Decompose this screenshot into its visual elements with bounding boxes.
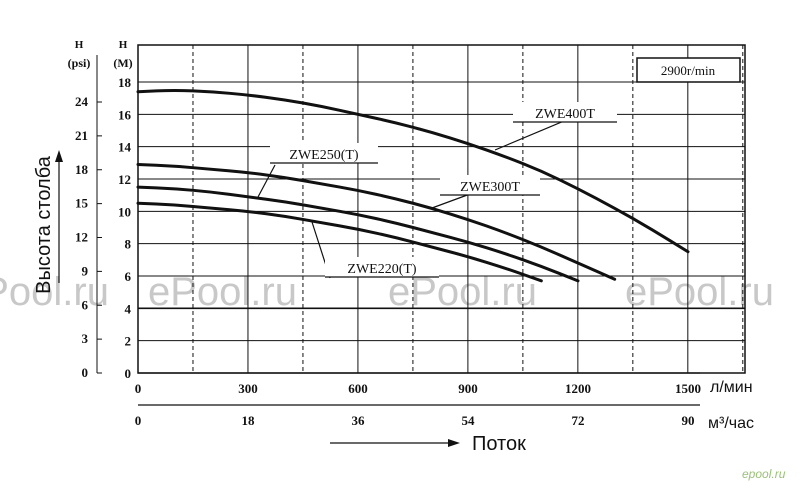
psi-tick-label: 18 [75, 162, 89, 177]
m-axis-header: H [119, 39, 128, 51]
series-label-bg [440, 175, 540, 195]
psi-tick-label: 3 [82, 331, 89, 346]
x-axis-m3h-unit: м³/час [708, 415, 754, 432]
x-tick-label-lmin: 900 [458, 381, 478, 396]
series-label-bg [513, 102, 617, 122]
m-tick-label: 0 [125, 366, 132, 381]
series-label-bg [270, 143, 378, 163]
psi-tick-label: 0 [82, 365, 89, 380]
m-tick-label: 16 [118, 107, 132, 122]
m-tick-label: 18 [118, 75, 132, 90]
watermark-text: ePool.ru [0, 270, 109, 314]
x-axis-title: Поток [472, 433, 526, 455]
watermark-text: ePool.ru [625, 270, 774, 314]
x-tick-label-lmin: 600 [348, 381, 368, 396]
m-axis-unit: (M) [113, 56, 132, 70]
curve-zwe400t [136, 88, 690, 254]
x-tick-label-lmin: 0 [135, 381, 142, 396]
speed-note-frame [636, 57, 741, 83]
psi-tick-label: 24 [75, 94, 89, 109]
series-label: ZWE400T [535, 107, 595, 122]
psi-tick-label: 21 [75, 128, 88, 143]
y-axis-title: Высота столба [33, 155, 55, 294]
psi-axis-header: H [75, 39, 84, 51]
x-tick-label-m3h: 90 [682, 413, 695, 428]
m-tick-label: 10 [118, 204, 131, 219]
x-tick-label-lmin: 1500 [675, 381, 701, 396]
curve-zwe220t [136, 201, 543, 283]
series-leader [431, 193, 471, 209]
x-tick-label-lmin: 300 [238, 381, 258, 396]
watermark-text: ePool.ru [148, 270, 297, 314]
psi-tick-label: 6 [82, 297, 89, 312]
x-tick-label-m3h: 72 [572, 413, 585, 428]
x-tick-label-m3h: 36 [352, 413, 366, 428]
series-label: ZWE250(T) [289, 148, 359, 163]
series-label: ZWE300T [460, 180, 520, 195]
x-axis-lmin-unit: л/мин [710, 379, 753, 396]
series-label-bg [325, 257, 439, 277]
speed-note-text: 2900r/min [661, 63, 716, 78]
series-label: ZWE220(T) [347, 262, 417, 277]
psi-axis-unit: (psi) [68, 56, 91, 70]
axes: H(psi)H(M)03691215182124024681012141618В… [33, 39, 754, 455]
m-tick-label: 6 [125, 269, 132, 284]
series-leader [257, 164, 276, 198]
m-tick-label: 8 [125, 237, 132, 252]
watermark-corner: epool.ru [742, 467, 786, 481]
x-tick-label-m3h: 54 [462, 413, 476, 428]
m-tick-label: 14 [118, 140, 132, 155]
curve-zwe250t [136, 185, 580, 283]
x-tick-label-lmin: 1200 [565, 381, 591, 396]
psi-tick-label: 12 [75, 230, 88, 245]
speed-note-box: 2900r/min [636, 57, 741, 83]
curve-zwe300t [136, 162, 617, 281]
y-arrow-head [55, 150, 63, 162]
m-tick-label: 2 [125, 334, 132, 349]
m-tick-label: 4 [125, 301, 132, 316]
x-tick-label-m3h: 0 [135, 413, 142, 428]
x-arrow-head [448, 439, 460, 447]
m-tick-label: 12 [118, 172, 131, 187]
psi-tick-label: 9 [82, 263, 89, 278]
psi-tick-label: 15 [75, 196, 89, 211]
performance-curves: ZWE400T ZWE300T ZWE250(T) ZWE220(T) [136, 88, 690, 283]
x-tick-label-m3h: 18 [242, 413, 256, 428]
